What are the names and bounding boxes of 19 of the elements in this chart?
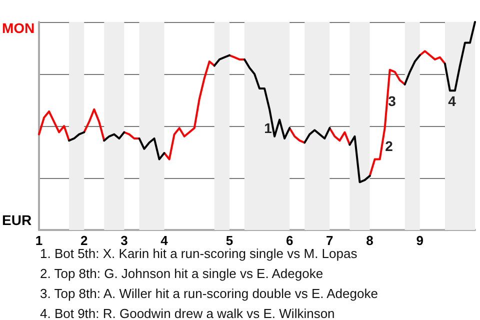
- text: EUR: [2, 212, 32, 228]
- x-tick-label: 5: [226, 233, 234, 248]
- x-tick-label: 6: [286, 233, 294, 248]
- annotation: 4: [448, 93, 456, 109]
- x-tick-label: 2: [80, 233, 88, 248]
- text: 2. Top 8th: G. Johnson hit a single vs E. Adegoke: [40, 266, 324, 281]
- text: 1. Bot 5th: X. Karin hit a run-scoring single vs M. Lopas: [40, 246, 358, 261]
- text: 4. Bot 9th: R. Goodwin drew a walk vs E. Wilkinson: [40, 306, 335, 320]
- x-tick-label: 1: [35, 233, 43, 248]
- x-tick-label: 9: [416, 233, 424, 248]
- x-tick-label: 8: [366, 233, 374, 248]
- annotation: 2: [385, 138, 394, 154]
- annotation: 1: [264, 120, 272, 136]
- text: 3. Top 8th: A. Willer hit a run-scoring double vs E. Adegoke: [40, 286, 378, 301]
- x-tick-label: 3: [120, 233, 128, 248]
- annotation: 3: [388, 93, 396, 109]
- x-tick-label: 7: [326, 233, 334, 248]
- text: MON: [2, 20, 35, 36]
- x-tick-label: 4: [160, 233, 169, 248]
